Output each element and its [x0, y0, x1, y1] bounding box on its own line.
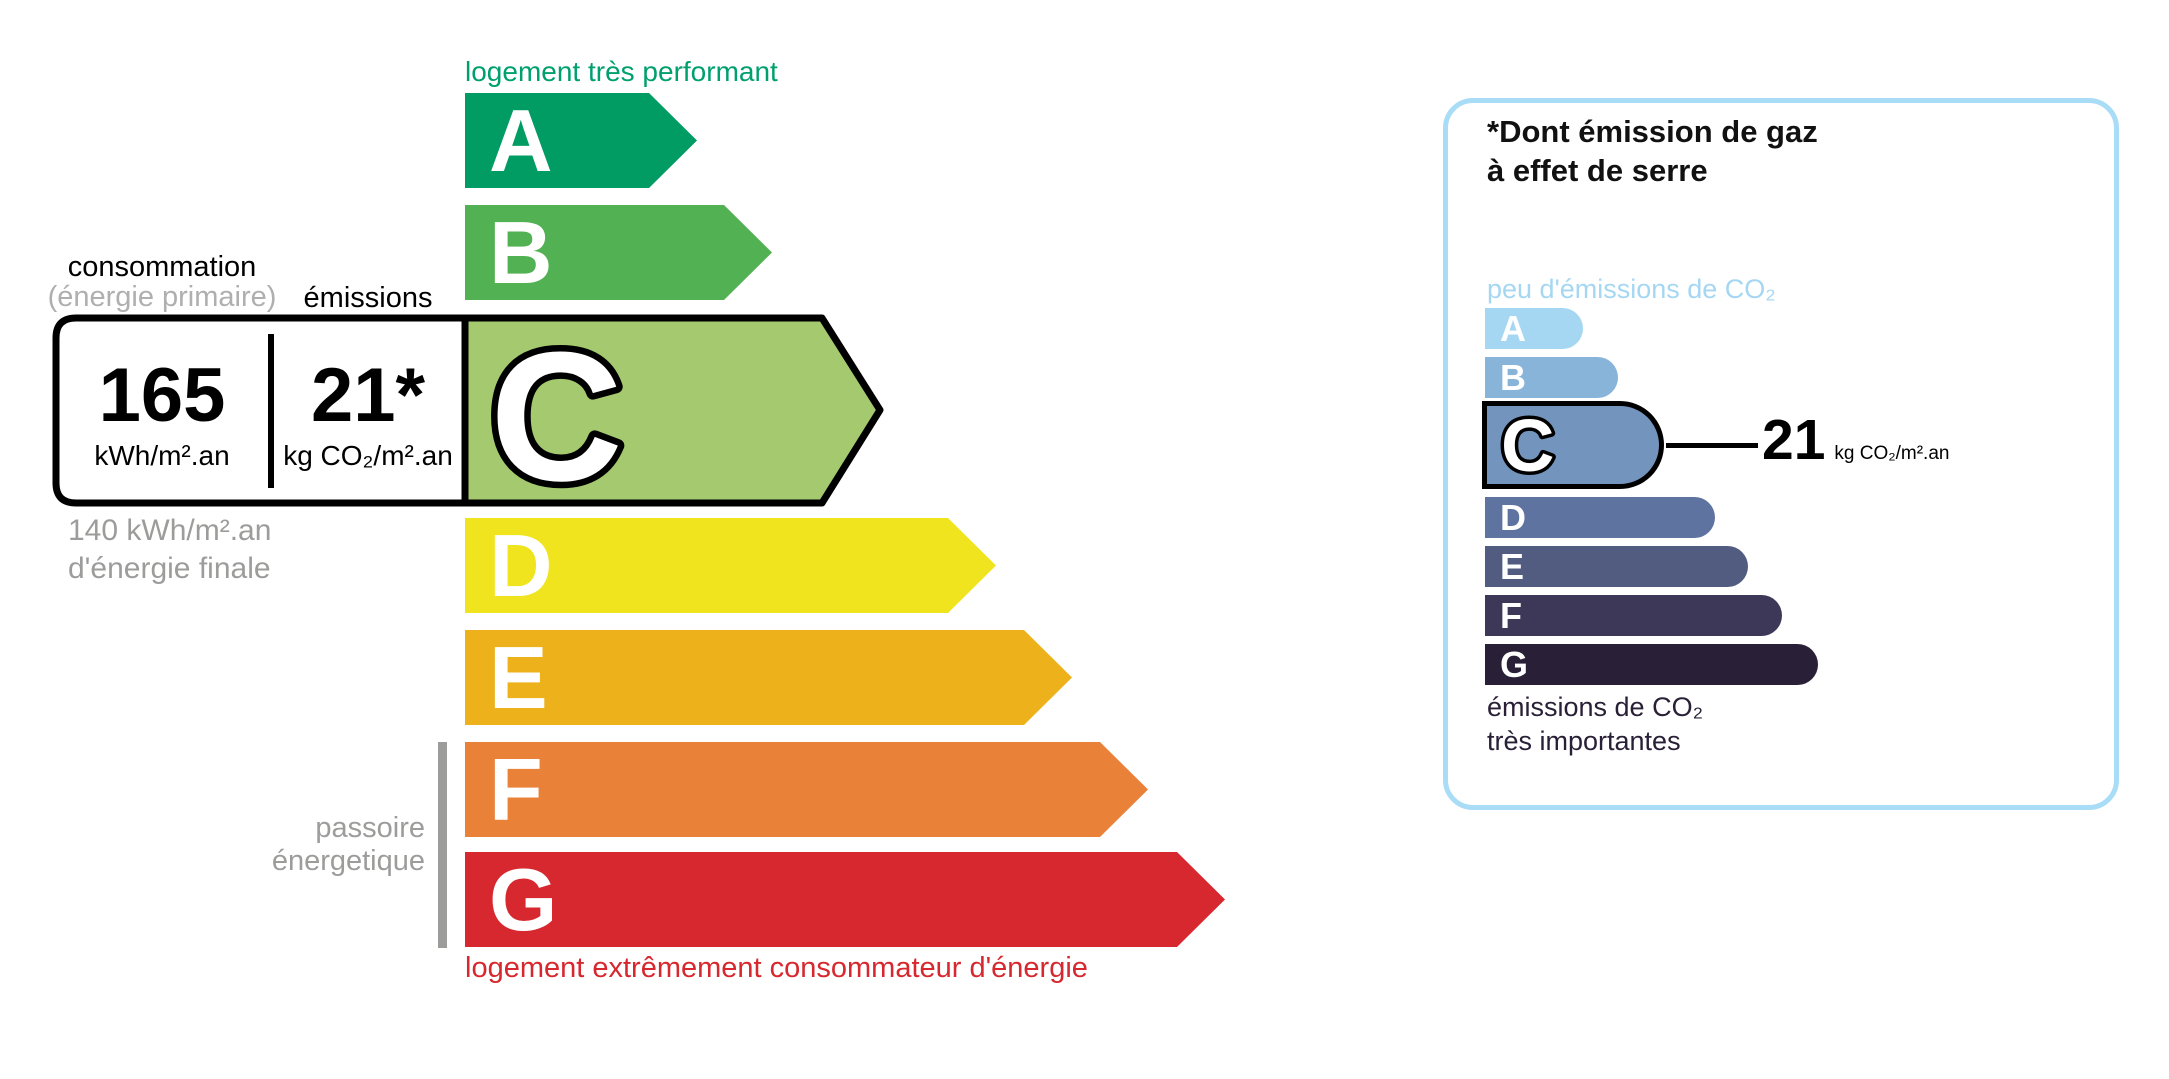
- co2-bar-e-letter: E: [1500, 545, 1525, 587]
- energy-arrow-e-letter: E: [489, 627, 548, 727]
- final-energy-line2: d'énergie finale: [68, 552, 271, 585]
- co2-value-unit: kg CO₂/m².an: [1834, 443, 1950, 464]
- co2-bar-g-letter: G: [1500, 643, 1529, 685]
- consumption-header-line2: (énergie primaire): [47, 281, 277, 313]
- energy-arrow-b: B: [465, 205, 772, 300]
- passoire-bracket-bar: [438, 742, 447, 948]
- co2-scale-bottom-label: émissions de CO₂ très importantes: [1487, 690, 1703, 758]
- energy-arrow-a: A: [465, 93, 697, 188]
- consumption-box: [52, 314, 469, 507]
- co2-bar-f-letter: F: [1500, 594, 1522, 636]
- energy-arrow-c-letter: C: [490, 313, 623, 513]
- selected-class-c-block: C: [52, 308, 884, 513]
- co2-panel-title-line2: à effet de serre: [1487, 153, 1708, 188]
- energy-arrow-a-letter: A: [489, 90, 553, 190]
- passoire-label-line2: énergetique: [271, 845, 425, 877]
- co2-scale-bottom-line2: très importantes: [1487, 726, 1681, 756]
- energy-arrow-g: G: [465, 852, 1225, 947]
- final-energy-note: 140 kWh/m².an d'énergie finale: [68, 512, 271, 588]
- energy-arrow-b-letter: B: [489, 202, 553, 302]
- emissions-cell: 21* kg CO₂/m².an: [272, 317, 464, 501]
- final-energy-line1: 140 kWh/m².an: [68, 514, 272, 547]
- co2-scale-bottom-line1: émissions de CO₂: [1487, 692, 1704, 722]
- co2-bar-a-letter: A: [1500, 307, 1526, 349]
- scale-top-label: logement très performant: [465, 56, 778, 87]
- co2-value-row: 21 kg CO₂/m².an: [1762, 412, 1949, 469]
- passoire-label: passoire énergetique: [180, 812, 425, 878]
- co2-panel-title-line1: *Dont émission de gaz: [1487, 114, 1818, 149]
- energy-arrow-f-letter: F: [489, 739, 543, 839]
- co2-bar-b: B: [1485, 357, 1618, 398]
- co2-bar-c-selected: C: [1482, 401, 1664, 491]
- energy-arrow-g-letter: G: [489, 849, 558, 949]
- passoire-label-line1: passoire: [315, 812, 425, 844]
- co2-panel-title: *Dont émission de gaz à effet de serre: [1487, 112, 1818, 190]
- energy-arrow-d: D: [465, 518, 996, 613]
- co2-bar-a: A: [1485, 308, 1583, 349]
- consumption-header-line1: consommation: [67, 251, 257, 283]
- emissions-unit: kg CO₂/m².an: [283, 440, 453, 471]
- energy-arrow-d-letter: D: [489, 515, 553, 615]
- consumption-header: consommation (énergie primaire): [42, 252, 282, 312]
- co2-bar-c-letter-svg: C: [1498, 401, 1558, 491]
- primary-energy-value: 165: [98, 353, 226, 438]
- emissions-value: 21*: [310, 353, 426, 438]
- co2-bar-d: D: [1485, 497, 1715, 538]
- scale-bottom-label: logement extrêmement consommateur d'éner…: [465, 952, 1088, 984]
- energy-arrow-e: E: [465, 630, 1072, 725]
- emissions-header: émissions: [303, 282, 433, 314]
- co2-scale-top-label: peu d'émissions de CO₂: [1487, 274, 1776, 304]
- co2-bar-d-letter: D: [1500, 496, 1526, 538]
- co2-bar-g: G: [1485, 644, 1818, 685]
- co2-bar-b-letter: B: [1500, 356, 1526, 398]
- primary-energy-cell: 165 kWh/m².an: [58, 317, 266, 501]
- co2-value: 21: [1762, 408, 1826, 472]
- primary-energy-unit: kWh/m².an: [94, 440, 230, 471]
- co2-bar-f: F: [1485, 595, 1782, 636]
- energy-arrow-f: F: [465, 742, 1148, 837]
- co2-connector-line: [1666, 443, 1758, 448]
- co2-bar-c-letter: C: [1501, 406, 1554, 484]
- co2-bar-e: E: [1485, 546, 1748, 587]
